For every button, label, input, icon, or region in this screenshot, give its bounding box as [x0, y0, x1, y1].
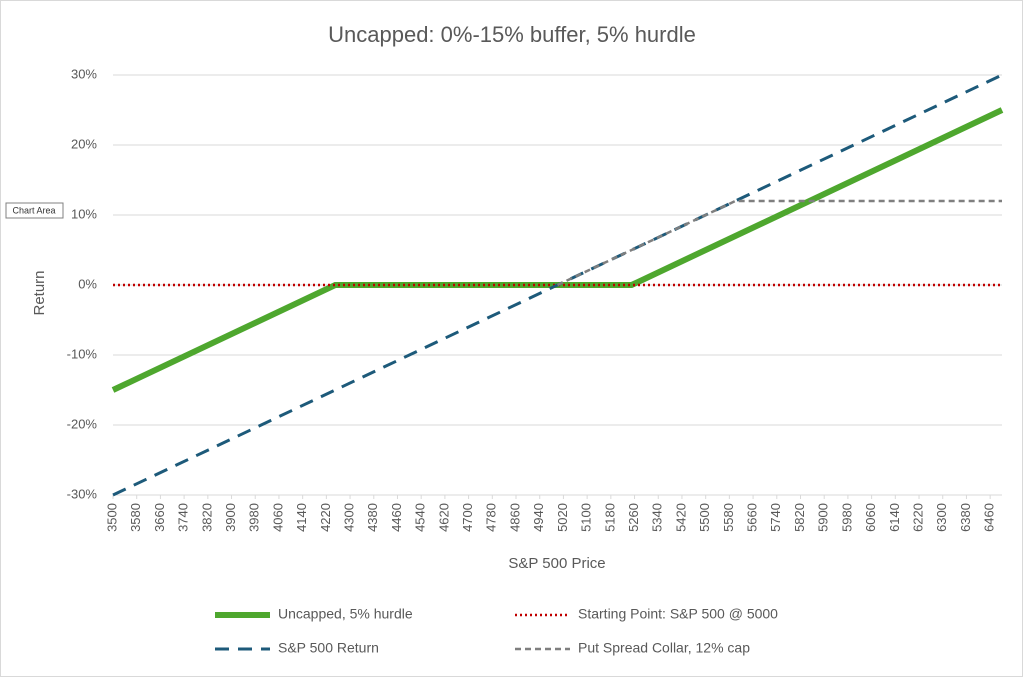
- tooltip-box: [5, 202, 64, 219]
- x-tick-label: 4940: [531, 503, 546, 532]
- legend-label: Starting Point: S&P 500 @ 5000: [578, 606, 778, 622]
- x-tick-label: 4060: [270, 503, 285, 532]
- x-tick-label: 4380: [365, 503, 380, 532]
- x-tick-label: 4460: [389, 503, 404, 532]
- x-tick-label: 4860: [507, 503, 522, 532]
- x-tick-label: 5820: [792, 503, 807, 532]
- x-tick-label: 6140: [887, 503, 902, 532]
- x-tick-label: 5420: [673, 503, 688, 532]
- x-axis-label: S&P 500 Price: [508, 555, 605, 572]
- x-tick-label: 5100: [579, 503, 594, 532]
- x-tick-label: 3900: [223, 503, 238, 532]
- x-tick-label: 6460: [982, 503, 997, 532]
- legend-label: Put Spread Collar, 12% cap: [578, 640, 750, 656]
- x-tick-label: 5340: [650, 503, 665, 532]
- x-tick-label: 4620: [436, 503, 451, 532]
- x-tick-label: 5740: [768, 503, 783, 532]
- x-tick-label: 4780: [484, 503, 499, 532]
- x-tick-label: 3660: [152, 503, 167, 532]
- x-tick-label: 4220: [318, 503, 333, 532]
- tooltip: Chart Area: [12, 205, 55, 215]
- legend-label: S&P 500 Return: [278, 640, 379, 656]
- x-tick-label: 5180: [602, 503, 617, 532]
- x-tick-label: 5020: [555, 503, 570, 532]
- x-tick-label: 6060: [863, 503, 878, 532]
- plot: -30% -20% -10% 0% 10% 20% 30% 3500 3580 3660 3740 3…: [67, 66, 1004, 532]
- x-tick-label: 3580: [128, 503, 143, 532]
- y-tick-label: 30%: [71, 66, 97, 81]
- series-line: [556, 199, 1002, 287]
- y-tick-label: -30%: [67, 486, 98, 501]
- x-tick-label: 4140: [294, 503, 309, 532]
- x-tick-label: 5900: [816, 503, 831, 532]
- y-tick-label: -10%: [67, 346, 98, 361]
- y-tick-label: 20%: [71, 136, 97, 151]
- x-tick-label: 3820: [199, 503, 214, 532]
- x-tick-label: 6300: [934, 503, 949, 532]
- x-tick-label: 6220: [910, 503, 925, 532]
- x-tick-label: 5500: [697, 503, 712, 532]
- x-tick-label: 5580: [721, 503, 736, 532]
- x-tick-label: 5260: [626, 503, 641, 532]
- x-tick-label: 4540: [413, 503, 428, 532]
- x-tick-label: 4700: [460, 503, 475, 532]
- x-tick-label: 5980: [839, 503, 854, 532]
- x-tick-label: 3500: [104, 503, 119, 532]
- y-tick-label: 10%: [71, 206, 97, 221]
- x-tick-label: 6380: [958, 503, 973, 532]
- legend-label: Uncapped, 5% hurdle: [278, 606, 413, 622]
- y-axis-label: Return: [31, 270, 48, 315]
- x-tick-label: 3740: [176, 503, 191, 532]
- y-tick-label: 0%: [78, 276, 97, 291]
- x-tick-label: 3980: [247, 503, 262, 532]
- y-tick-label: -20%: [67, 416, 98, 431]
- chart-title: Uncapped: 0%-15% buffer, 5% hurdle: [328, 22, 696, 47]
- x-tick-label: 4300: [342, 503, 357, 532]
- x-tick-label: 5660: [745, 503, 760, 532]
